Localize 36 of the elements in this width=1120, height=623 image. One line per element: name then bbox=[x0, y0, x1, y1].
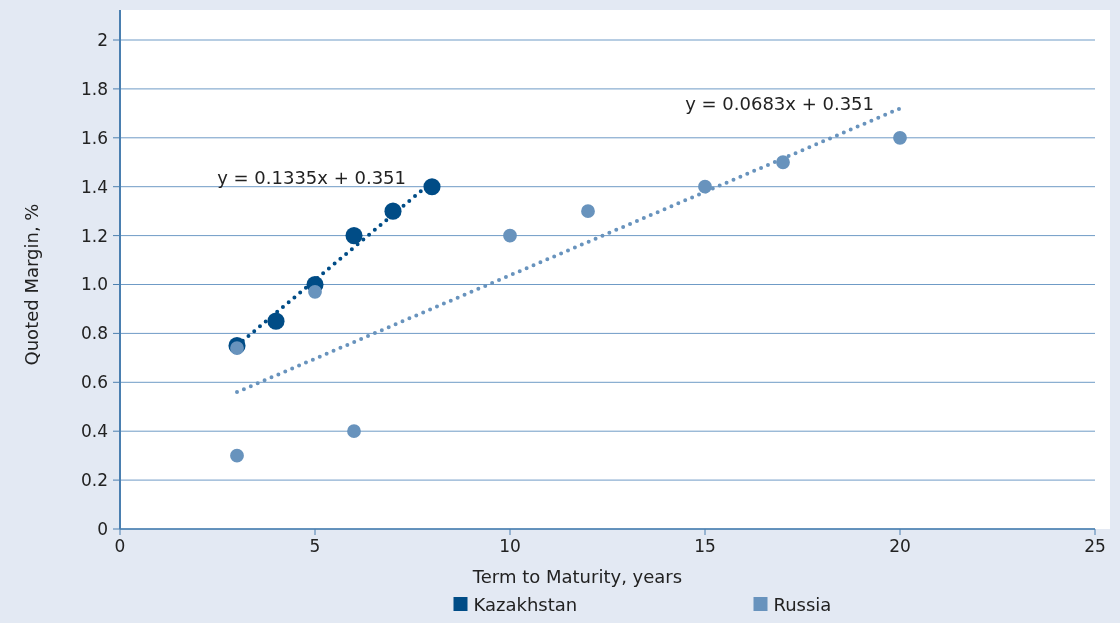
annotation: y = 0.1335x + 0.351 bbox=[217, 166, 406, 188]
point bbox=[893, 130, 907, 145]
annotation: y = 0.0683x + 0.351 bbox=[685, 93, 874, 115]
x-tick-label: 5 bbox=[309, 536, 321, 556]
point bbox=[423, 178, 441, 196]
y-tick-label: 0.6 bbox=[80, 372, 108, 393]
legend-label: Kazakhstan bbox=[473, 594, 578, 615]
x-tick-label: 20 bbox=[889, 536, 911, 556]
point bbox=[230, 341, 244, 355]
point bbox=[776, 155, 790, 170]
y-axis-title: Quoted Margin, % bbox=[21, 203, 42, 366]
x-axis-title: Term to Maturity, years bbox=[471, 566, 683, 587]
point bbox=[308, 284, 322, 299]
legend-label: Russia bbox=[773, 594, 832, 615]
y-tick-label: 1.4 bbox=[80, 176, 108, 197]
y-tick-label: 0 bbox=[97, 518, 108, 539]
point bbox=[581, 204, 595, 219]
y-tick-label: 0.4 bbox=[80, 421, 108, 442]
x-tick-label: 0 bbox=[114, 536, 126, 556]
y-tick-label: 2 bbox=[97, 29, 108, 50]
point bbox=[230, 448, 244, 463]
x-tick-label: 25 bbox=[1084, 536, 1106, 556]
point bbox=[267, 312, 285, 330]
x-tick-label: 15 bbox=[694, 536, 716, 556]
point bbox=[698, 179, 712, 194]
point bbox=[345, 227, 363, 245]
y-tick-label: 1.8 bbox=[80, 78, 108, 99]
x-tick-label: 10 bbox=[499, 536, 521, 556]
y-tick-label: 1.0 bbox=[80, 274, 108, 295]
y-tick-label: 1.2 bbox=[80, 225, 108, 246]
y-tick-label: 0.8 bbox=[80, 323, 108, 344]
point bbox=[347, 424, 361, 439]
point bbox=[503, 228, 517, 243]
y-tick-label: 0.2 bbox=[80, 470, 108, 491]
y-tick-label: 1.6 bbox=[80, 127, 108, 148]
point bbox=[384, 202, 402, 220]
